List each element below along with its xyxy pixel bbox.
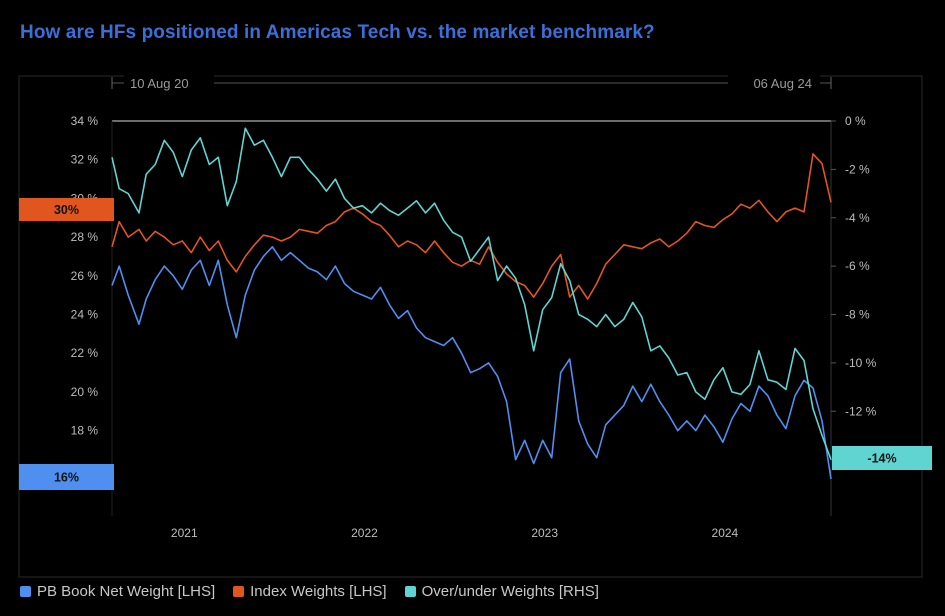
right-tick-label: -6 % (845, 259, 870, 273)
left-tick-label: 26 % (71, 269, 99, 283)
pb-last-badge: 16% (54, 471, 79, 485)
left-tick-label: 34 % (71, 114, 99, 128)
over-last-badge-bg (832, 446, 932, 470)
right-tick-label: -12 % (845, 404, 877, 418)
legend-label: Index Weights [LHS] (250, 583, 387, 600)
date-range-slider[interactable]: 10 Aug 20 06 Aug 24 (111, 74, 832, 92)
legend-item-2[interactable]: Index Weights [LHS] (233, 583, 387, 600)
legend-swatch (20, 586, 31, 597)
left-tick-label: 22 % (71, 346, 99, 360)
legend-label: Over/under Weights [RHS] (421, 583, 599, 600)
legend-item-1[interactable]: PB Book Net Weight [LHS] (20, 583, 215, 600)
legend-swatch (233, 586, 245, 597)
left-axis: 34 %32 %30 %28 %26 %24 %22 %20 %18 %16 % (71, 114, 99, 476)
right-tick-label: 0 % (845, 114, 866, 128)
right-tick-label: -8 % (845, 308, 870, 322)
legend: PB Book Net Weight [LHS] Index Weights [L… (20, 583, 599, 600)
chart-frame (18, 75, 923, 578)
series-line-2 (111, 153, 832, 300)
x-tick-label: 2022 (351, 526, 378, 540)
left-tick-label: 18 % (71, 424, 99, 438)
left-tick-label: 20 % (71, 385, 99, 399)
right-tick-label: -10 % (845, 356, 877, 370)
range-end-label: 06 Aug 24 (753, 76, 812, 91)
range-end-bg (728, 74, 820, 92)
series-lines (111, 127, 832, 480)
x-tick-label: 2023 (531, 526, 558, 540)
index-last-badge: 30% (54, 203, 79, 217)
right-axis: 0 %-2 %-4 %-6 %-8 %-10 %-12 %-14 % (831, 114, 877, 467)
legend-label: PB Book Net Weight [LHS] (37, 583, 216, 600)
right-tick-label: -2 % (845, 162, 870, 176)
index-last-badge-bg (19, 198, 114, 221)
range-start-bg (124, 74, 214, 92)
pb-last-badge-bg (19, 464, 114, 490)
x-tick-label: 2024 (712, 526, 739, 540)
legend-item-3[interactable]: Over/under Weights [RHS] (404, 583, 599, 600)
legend-swatch (404, 586, 416, 597)
left-tick-label: 32 % (71, 153, 99, 167)
series-line-1 (111, 246, 832, 480)
left-tick-label: 24 % (71, 308, 99, 322)
right-tick-label: -4 % (845, 211, 870, 225)
series-line-3 (111, 127, 832, 460)
chart-title: How are HFs positioned in Americas Tech … (20, 22, 655, 43)
range-start-label: 10 Aug 20 (130, 76, 189, 91)
chart-gridlines (111, 120, 832, 516)
x-tick-label: 2021 (171, 526, 198, 540)
left-tick-label: 28 % (71, 230, 99, 244)
x-axis: 2021 2022 2023 2024 (171, 526, 739, 540)
last-value-badges: 30% 16% -14% (19, 198, 932, 490)
over-last-badge: -14% (867, 452, 896, 466)
